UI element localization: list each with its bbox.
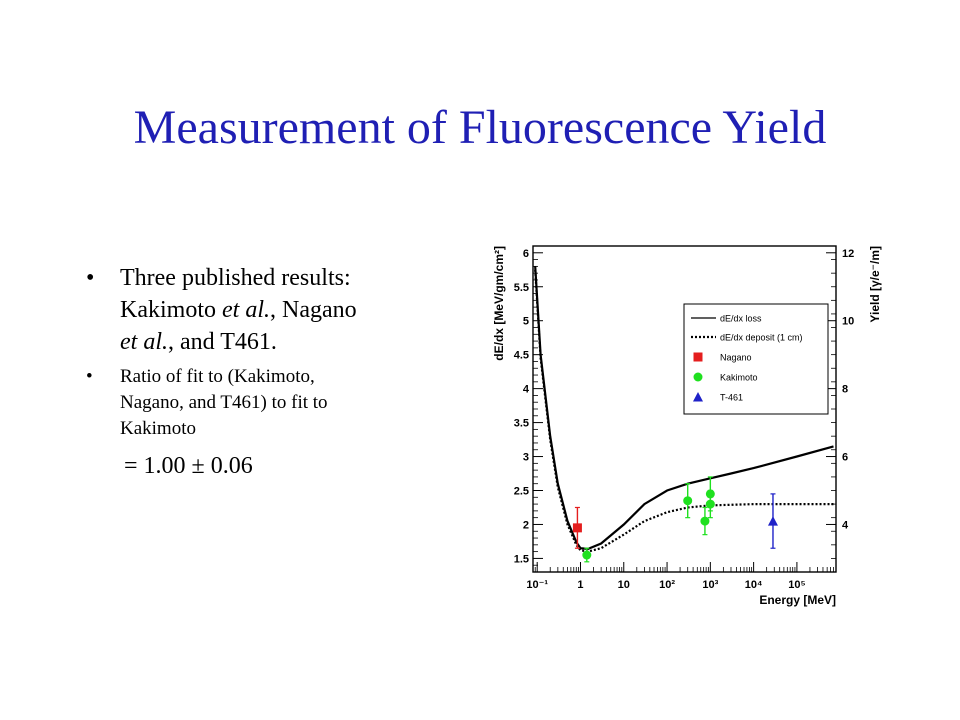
y-tick-label: 1.5 — [514, 553, 529, 565]
x-axis-label: Energy [MeV] — [759, 593, 836, 607]
ratio-result: = 1.00 ± 0.06 — [124, 453, 253, 479]
x-tick-label: 1 — [577, 579, 583, 591]
y-tick-label: 3.5 — [514, 418, 529, 430]
legend-label: dE/dx loss — [720, 314, 762, 324]
legend-circle-swatch — [693, 372, 703, 382]
y-tick-label: 6 — [523, 248, 529, 260]
y-tick-label: 5.5 — [514, 282, 529, 294]
bullet-line: Ratio of fit to (Kakimoto, — [120, 366, 315, 387]
y-tick-label: 4 — [523, 384, 530, 396]
y-tick-label: 4.5 — [514, 350, 529, 362]
bullet-list: • Three published results: Kakimoto et a… — [80, 262, 440, 482]
bullet-item-ratio: • Ratio of fit to (Kakimoto, Nagano, and… — [80, 364, 440, 442]
legend-label: Kakimoto — [720, 373, 758, 383]
y2-tick-label: 10 — [842, 316, 854, 328]
bullet-item-published-results: • Three published results: Kakimoto et a… — [80, 262, 440, 358]
chart-axes: 10⁻¹ 1 10 10² 10³ 10⁴ 10⁵ 1.5 2 2.5 3 3.5 4 4.5 5 5.5 6 4… — [492, 245, 882, 607]
slide-title: Measurement of Fluorescence Yield — [133, 101, 827, 154]
legend-square-swatch — [693, 352, 703, 362]
y2-tick-label: 6 — [842, 452, 848, 464]
y2-axis-label: Yield [γ/e⁻/m] — [868, 246, 882, 323]
x-tick-label: 10⁻¹ — [526, 579, 548, 591]
bullet-icon: • — [86, 366, 93, 387]
y-tick-label: 2 — [523, 519, 529, 531]
bullet-line: Three published results: — [120, 265, 351, 291]
nagano-point — [572, 523, 582, 533]
y-tick-label: 5 — [523, 316, 529, 328]
kakimoto-point — [582, 550, 592, 560]
dedx-loss-curve — [534, 266, 834, 551]
y-axis-label: dE/dx [MeV/gm/cm²] — [492, 246, 506, 361]
fluorescence-chart: 10⁻¹ 1 10 10² 10³ 10⁴ 10⁵ 1.5 2 2.5 3 3.5 4 4.5 5 5.5 6 4… — [487, 236, 887, 612]
legend-label: dE/dx deposit (1 cm) — [720, 333, 803, 343]
chart-curves — [534, 266, 834, 553]
t-461-point — [767, 516, 778, 526]
kakimoto-point — [700, 516, 710, 526]
bullet-line: et al., and T461. — [120, 329, 277, 355]
dedx-deposit-curve — [534, 269, 834, 553]
y-tick-label: 3 — [523, 452, 529, 464]
x-tick-label: 10 — [618, 579, 630, 591]
legend-label: T-461 — [720, 393, 743, 403]
chart-legend: dE/dx loss dE/dx deposit (1 cm) Nagano Kaki… — [683, 303, 829, 415]
x-tick-label: 10² — [659, 579, 675, 591]
legend-triangle-swatch — [693, 392, 703, 402]
y2-tick-label: 4 — [842, 519, 849, 531]
y2-tick-label: 12 — [842, 248, 854, 260]
bullet-line: Nagano, and T461) to fit to — [120, 392, 328, 413]
y2-tick-label: 8 — [842, 384, 848, 396]
legend-label: Nagano — [720, 353, 752, 363]
bullet-icon: • — [86, 265, 95, 291]
x-tick-label: 10⁴ — [745, 579, 763, 591]
chart-points — [572, 476, 778, 563]
y-tick-label: 2.5 — [514, 486, 529, 498]
legend-box — [683, 303, 829, 415]
x-tick-label: 10³ — [702, 579, 718, 591]
bullet-line: Kakimoto et al., Nagano — [120, 297, 357, 323]
bullet-line: Kakimoto — [120, 418, 196, 439]
kakimoto-point — [705, 489, 715, 499]
kakimoto-point — [683, 496, 693, 506]
x-tick-label: 10⁵ — [788, 579, 805, 591]
